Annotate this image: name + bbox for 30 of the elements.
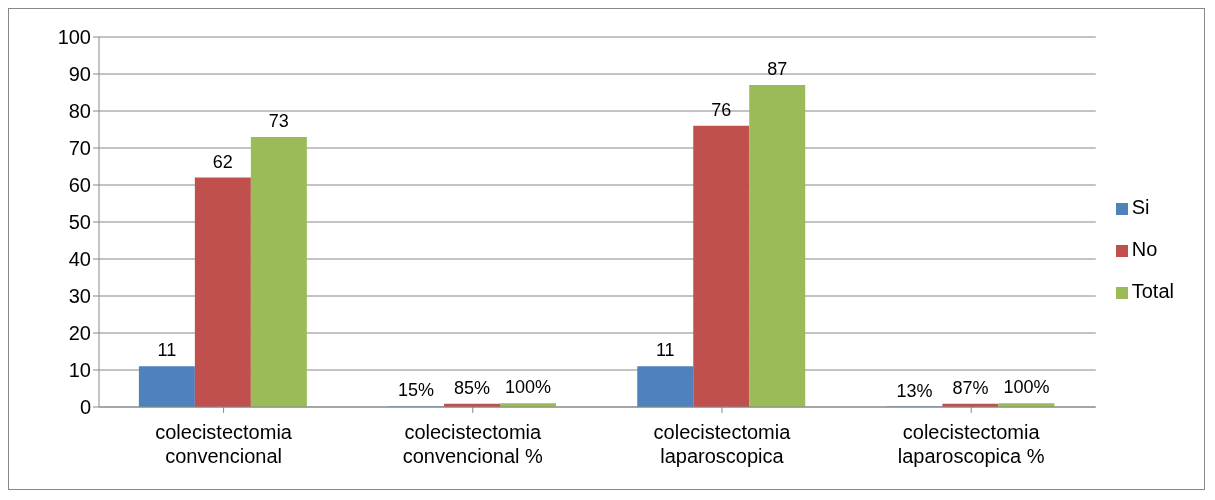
y-tick-label: 80 (68, 100, 91, 123)
y-tick-label: 90 (68, 63, 91, 86)
legend-label: Si (1131, 196, 1150, 218)
data-label: 87 (767, 59, 788, 80)
x-tick-label: colecistectomia convencional (155, 421, 293, 467)
data-label: 11 (157, 340, 177, 361)
data-label: 100% (1003, 377, 1050, 398)
x-tick-label: colecistectomia convencional % (402, 421, 544, 467)
data-label: 100% (505, 377, 552, 398)
y-tick-label: 70 (68, 137, 91, 160)
y-tick-label: 0 (79, 396, 91, 419)
data-label: 15% (398, 380, 435, 401)
data-label: 87% (952, 377, 989, 398)
legend-label: Total (1131, 280, 1174, 302)
x-tick-label: colecistectomia laparoscopica % (897, 421, 1045, 467)
data-label: 73 (268, 110, 289, 131)
data-label: 13% (896, 380, 933, 401)
y-tick-label: 30 (68, 285, 91, 308)
data-label: 62 (212, 151, 233, 172)
data-label: 76 (711, 99, 732, 120)
data-label: 11 (655, 340, 675, 361)
y-tick-label: 40 (68, 248, 91, 271)
y-tick-label: 20 (68, 322, 91, 345)
x-tick-label: colecistectomia laparoscopica (653, 421, 792, 467)
y-tick-label: 100 (57, 26, 91, 49)
y-tick-label: 50 (68, 211, 91, 234)
y-tick-label: 10 (68, 359, 91, 382)
y-tick-label: 60 (68, 174, 91, 197)
legend-label: No (1131, 238, 1158, 260)
data-label: 85% (454, 377, 491, 398)
